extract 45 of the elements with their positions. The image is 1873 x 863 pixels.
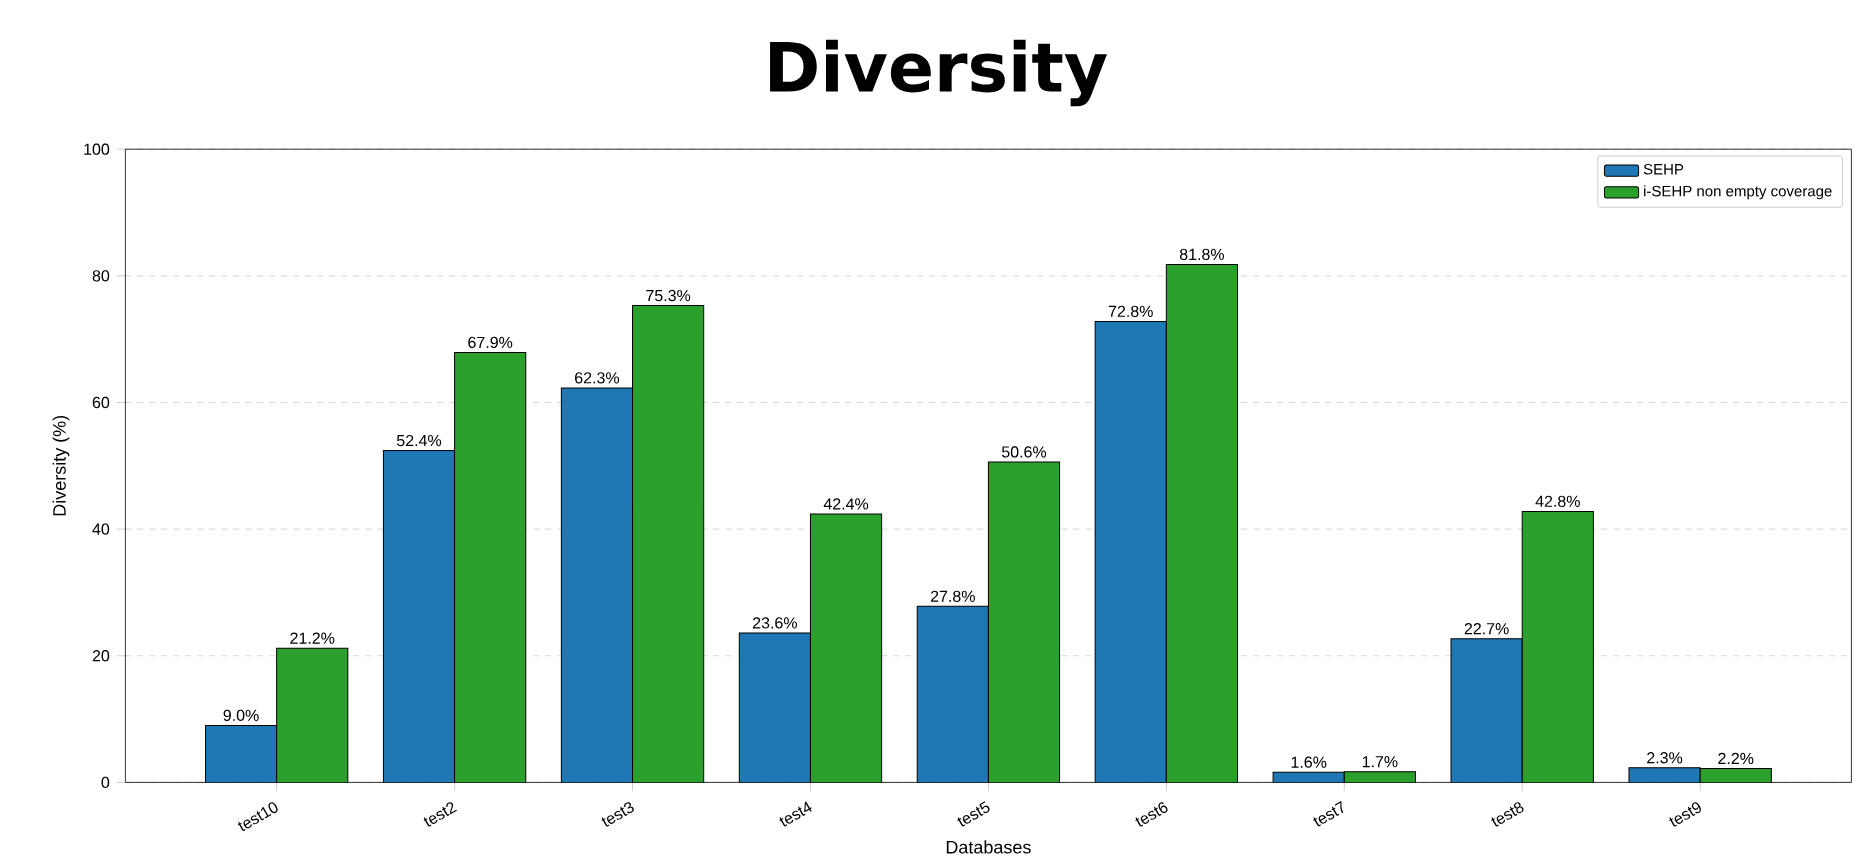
bar [382, 450, 456, 783]
y-tick-label: 40 [92, 523, 110, 535]
data-label: 23.6% [753, 617, 797, 629]
data-label: 67.9% [468, 336, 513, 349]
bar [560, 387, 634, 783]
data-label: 52.4% [396, 434, 442, 447]
legend-label: i-SEHP non empty coverage [1644, 185, 1832, 200]
y-tick-label: 80 [92, 270, 110, 282]
x-axis-title: Databases [946, 840, 1031, 854]
x-tick-label: test8 [1491, 802, 1524, 827]
x-tick-label: test9 [1669, 802, 1701, 827]
x-tick-label: test5 [957, 801, 990, 827]
legend-label: SEHP [1643, 163, 1684, 175]
bar [1450, 638, 1523, 783]
y-tick-label: 100 [84, 143, 110, 155]
data-label: 42.4% [823, 498, 869, 510]
x-tick-label: test2 [423, 802, 457, 827]
data-label: 9.0% [223, 709, 259, 722]
data-label: 72.8% [1108, 305, 1153, 318]
bar [1094, 320, 1167, 783]
data-label: 50.6% [1001, 446, 1047, 458]
data-label: 42.8% [1535, 495, 1580, 507]
y-axis-title: Diversity (%) [52, 415, 70, 516]
data-label: 81.8% [1179, 248, 1225, 261]
data-label: 1.6% [1291, 756, 1327, 768]
x-tick-label: test3 [601, 802, 634, 827]
bar [916, 605, 989, 783]
data-label: 2.3% [1647, 752, 1683, 764]
y-tick-label: 20 [92, 650, 110, 662]
x-tick-label: test6 [1135, 802, 1168, 827]
data-label: 62.3% [575, 372, 620, 384]
data-label: 21.2% [290, 632, 335, 644]
data-label: 27.8% [930, 590, 975, 602]
data-label: 1.7% [1362, 756, 1398, 768]
chart-title: Diversity [770, 39, 1107, 107]
y-tick-label: 0 [101, 776, 110, 789]
data-label: 22.7% [1464, 623, 1509, 635]
x-tick-label: test4 [779, 801, 812, 827]
y-tick-label: 60 [92, 396, 110, 409]
bar [204, 724, 278, 783]
bar [1628, 767, 1701, 783]
data-label: 75.3% [646, 289, 691, 302]
data-label: 2.2% [1718, 752, 1754, 765]
bar [738, 632, 811, 783]
x-tick-label: test7 [1313, 800, 1344, 827]
